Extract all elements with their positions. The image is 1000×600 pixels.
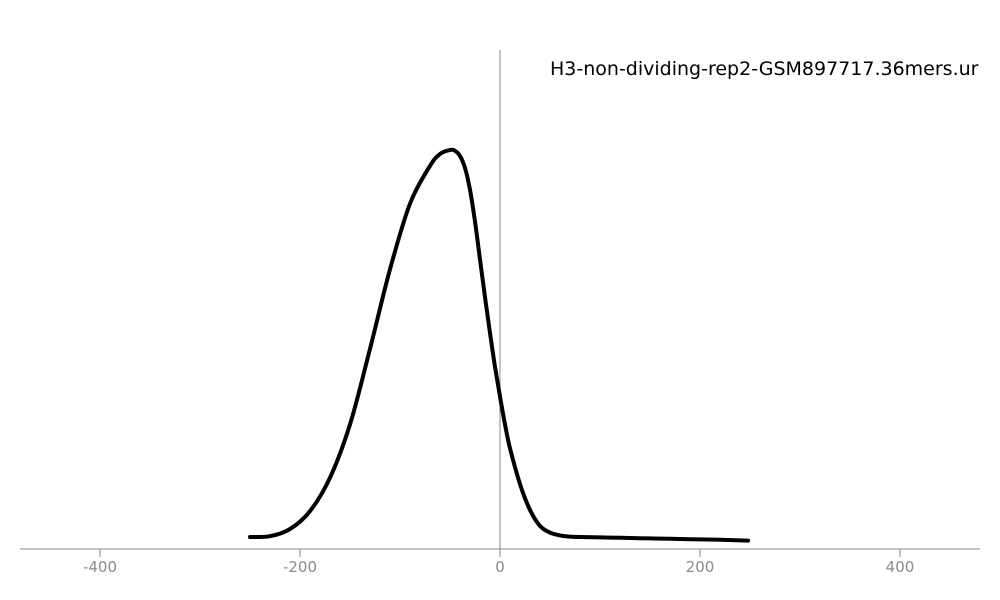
- chart-title: H3-non-dividing-rep2-GSM897717.36mers.ur: [550, 58, 979, 80]
- x-tick-label: -200: [283, 558, 317, 576]
- x-axis-ticks: -400 -200 0 200 400: [83, 549, 914, 576]
- x-tick-label: -400: [83, 558, 117, 576]
- data-series-line: [248, 147, 750, 543]
- x-tick-label: 400: [886, 558, 915, 576]
- x-tick-label: 200: [686, 558, 715, 576]
- x-tick-label: 0: [495, 558, 505, 576]
